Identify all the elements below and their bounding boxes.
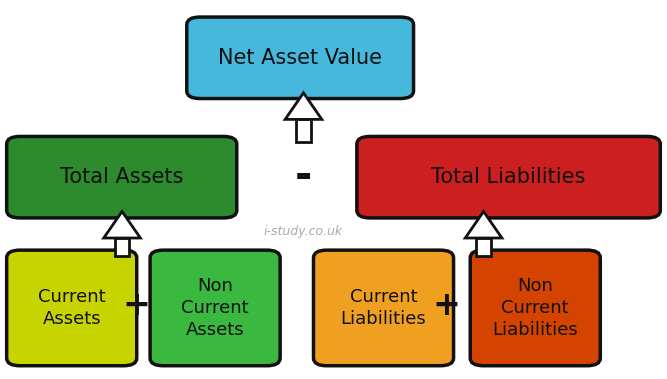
Text: i-study.co.uk: i-study.co.uk [264, 225, 343, 238]
FancyBboxPatch shape [470, 250, 600, 366]
Polygon shape [285, 93, 322, 119]
Text: Current
Liabilities: Current Liabilities [341, 288, 426, 328]
Polygon shape [466, 211, 502, 238]
Text: Current
Assets: Current Assets [38, 288, 105, 328]
FancyBboxPatch shape [476, 238, 491, 256]
FancyBboxPatch shape [150, 250, 280, 366]
Text: Net Asset Value: Net Asset Value [218, 48, 382, 68]
Text: +: + [123, 288, 151, 322]
FancyBboxPatch shape [357, 136, 660, 218]
Text: Total Assets: Total Assets [60, 167, 183, 187]
FancyBboxPatch shape [115, 238, 129, 256]
Text: Non
Current
Assets: Non Current Assets [181, 277, 249, 339]
Polygon shape [104, 211, 140, 238]
FancyBboxPatch shape [187, 17, 414, 99]
Text: -: - [295, 155, 312, 197]
Text: Total Liabilities: Total Liabilities [432, 167, 586, 187]
FancyBboxPatch shape [296, 119, 311, 142]
FancyBboxPatch shape [7, 136, 237, 218]
Text: Non
Current
Liabilities: Non Current Liabilities [492, 277, 578, 339]
FancyBboxPatch shape [7, 250, 137, 366]
Text: +: + [433, 288, 461, 322]
FancyBboxPatch shape [313, 250, 454, 366]
